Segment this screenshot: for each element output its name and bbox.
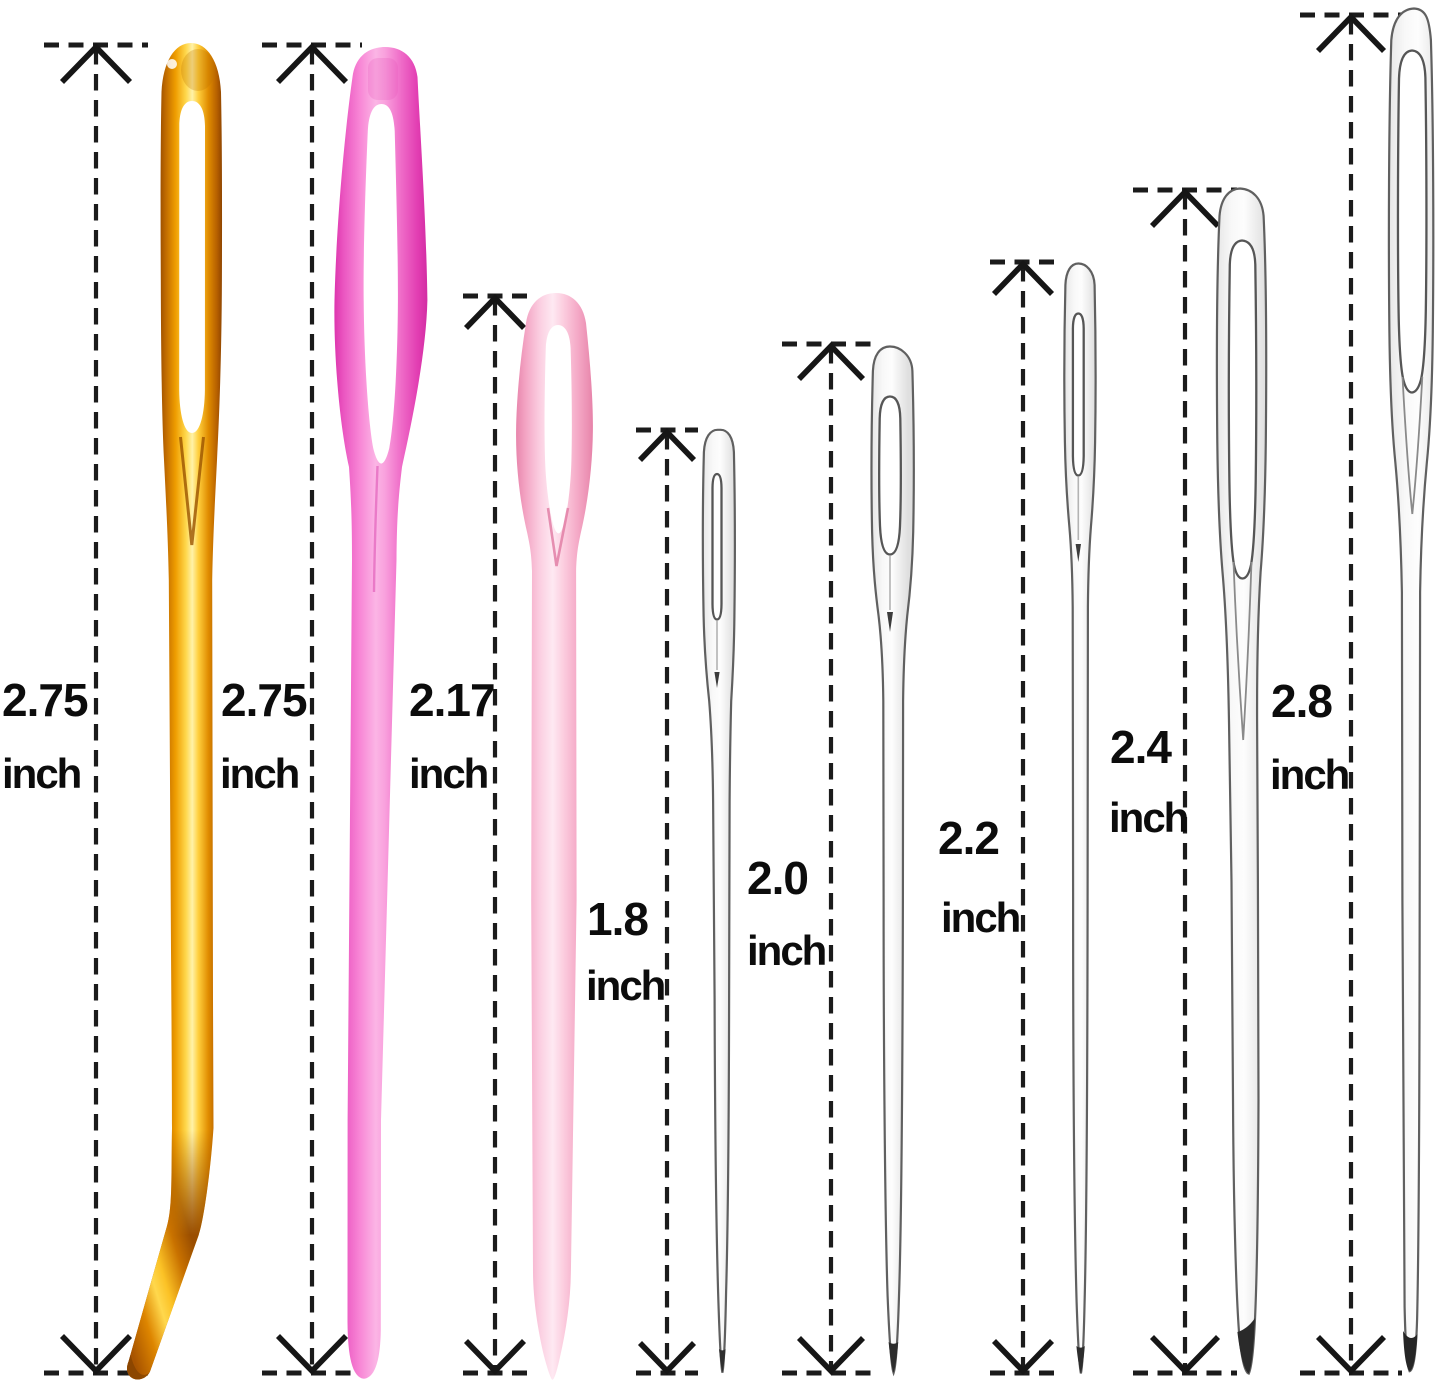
needle-steel-large-tip xyxy=(1076,1346,1085,1374)
arrow-down-icon xyxy=(637,1341,697,1376)
arrow-down-icon xyxy=(59,1334,133,1376)
needle-steel-medium-notch xyxy=(887,612,893,632)
arrow-down-icon xyxy=(796,1336,866,1376)
needle-gold-body xyxy=(127,43,223,1380)
arrow-down-icon xyxy=(1315,1335,1387,1376)
label-unit-7: inch xyxy=(1109,794,1188,841)
arrow-up-icon xyxy=(463,293,527,330)
needle-steel-xlarge xyxy=(1215,187,1268,1375)
dimension-line-6 xyxy=(990,259,1056,1376)
needle-steel-large xyxy=(1063,262,1097,1374)
needle-steel-xlarge-tip xyxy=(1237,1318,1255,1374)
arrow-down-icon xyxy=(1149,1335,1221,1376)
dimension-line-5 xyxy=(782,341,880,1376)
needle-steel-xxlarge xyxy=(1387,7,1435,1373)
needle-steel-small-eye xyxy=(711,472,723,621)
needle-steel-large-eye xyxy=(1071,312,1085,477)
needle-light-pink-eye-seam xyxy=(546,507,570,567)
needle-gold-bent-tip xyxy=(127,43,223,1380)
dimension-line-7 xyxy=(1133,187,1237,1376)
dimension-line-4 xyxy=(636,427,698,1376)
arrow-up-icon xyxy=(59,42,133,84)
label-unit-6: inch xyxy=(941,894,1020,941)
arrow-down-icon xyxy=(991,1339,1055,1376)
needle-steel-small xyxy=(701,428,736,1373)
label-value-8: 2.8 xyxy=(1271,675,1332,727)
label-value-7: 2.4 xyxy=(1110,721,1172,773)
needle-steel-xxlarge-seam xyxy=(1401,376,1424,515)
arrow-up-icon xyxy=(991,259,1055,296)
label-value-3: 2.17 xyxy=(409,674,495,726)
arrow-up-icon xyxy=(1149,187,1221,228)
label-unit-8: inch xyxy=(1270,751,1349,798)
label-unit-1: inch xyxy=(2,750,81,797)
label-value-2: 2.75 xyxy=(221,674,307,726)
label-unit-3: inch xyxy=(409,750,488,797)
label-value-4: 1.8 xyxy=(587,893,648,945)
label-unit-2: inch xyxy=(220,750,299,797)
needle-steel-xlarge-seam xyxy=(1232,561,1253,741)
needle-steel-large-notch xyxy=(1075,544,1081,562)
label-value-6: 2.2 xyxy=(938,812,999,864)
needle-steel-xlarge-eye xyxy=(1227,239,1258,580)
needle-steel-medium-tip xyxy=(888,1342,899,1373)
needle-gold-cap-shade xyxy=(181,49,215,91)
needle-light-pink-plastic xyxy=(516,293,593,1380)
needle-steel-small-tip xyxy=(719,1349,726,1373)
needle-hot-pink-plastic xyxy=(334,47,428,1379)
label-value-1: 2.75 xyxy=(2,674,88,726)
arrow-down-icon xyxy=(463,1339,527,1376)
needle-steel-medium-eye xyxy=(878,395,902,556)
needle-steel-medium xyxy=(870,345,915,1377)
needle-steel-xxlarge-tip xyxy=(1403,1331,1418,1372)
dimension-line-2 xyxy=(262,42,362,1376)
needle-hot-pink-body xyxy=(334,47,428,1379)
needle-hot-pink-junction-seam xyxy=(372,465,379,593)
label-value-5: 2.0 xyxy=(747,852,808,904)
arrow-up-icon xyxy=(637,427,697,462)
needle-steel-xxlarge-eye xyxy=(1396,49,1428,394)
dimension-line-8 xyxy=(1300,12,1402,1376)
measurement-labels: 2.75 inch 2.75 inch 2.17 inch 1.8 inch 2… xyxy=(2,674,1351,1009)
arrow-up-icon xyxy=(796,341,866,381)
needle-gold-glint xyxy=(167,59,177,69)
needle-gold-eye-seam xyxy=(179,436,205,546)
label-unit-5: inch xyxy=(747,927,826,974)
arrow-up-icon xyxy=(275,42,349,84)
arrow-down-icon xyxy=(275,1334,349,1376)
dimension-line-3 xyxy=(463,293,527,1376)
needle-hot-pink-bridge-shade xyxy=(368,58,398,100)
needle-steel-small-notch xyxy=(714,672,720,688)
arrow-up-icon xyxy=(1315,12,1387,53)
label-unit-4: inch xyxy=(586,962,665,1009)
needle-light-pink-body xyxy=(516,293,593,1380)
